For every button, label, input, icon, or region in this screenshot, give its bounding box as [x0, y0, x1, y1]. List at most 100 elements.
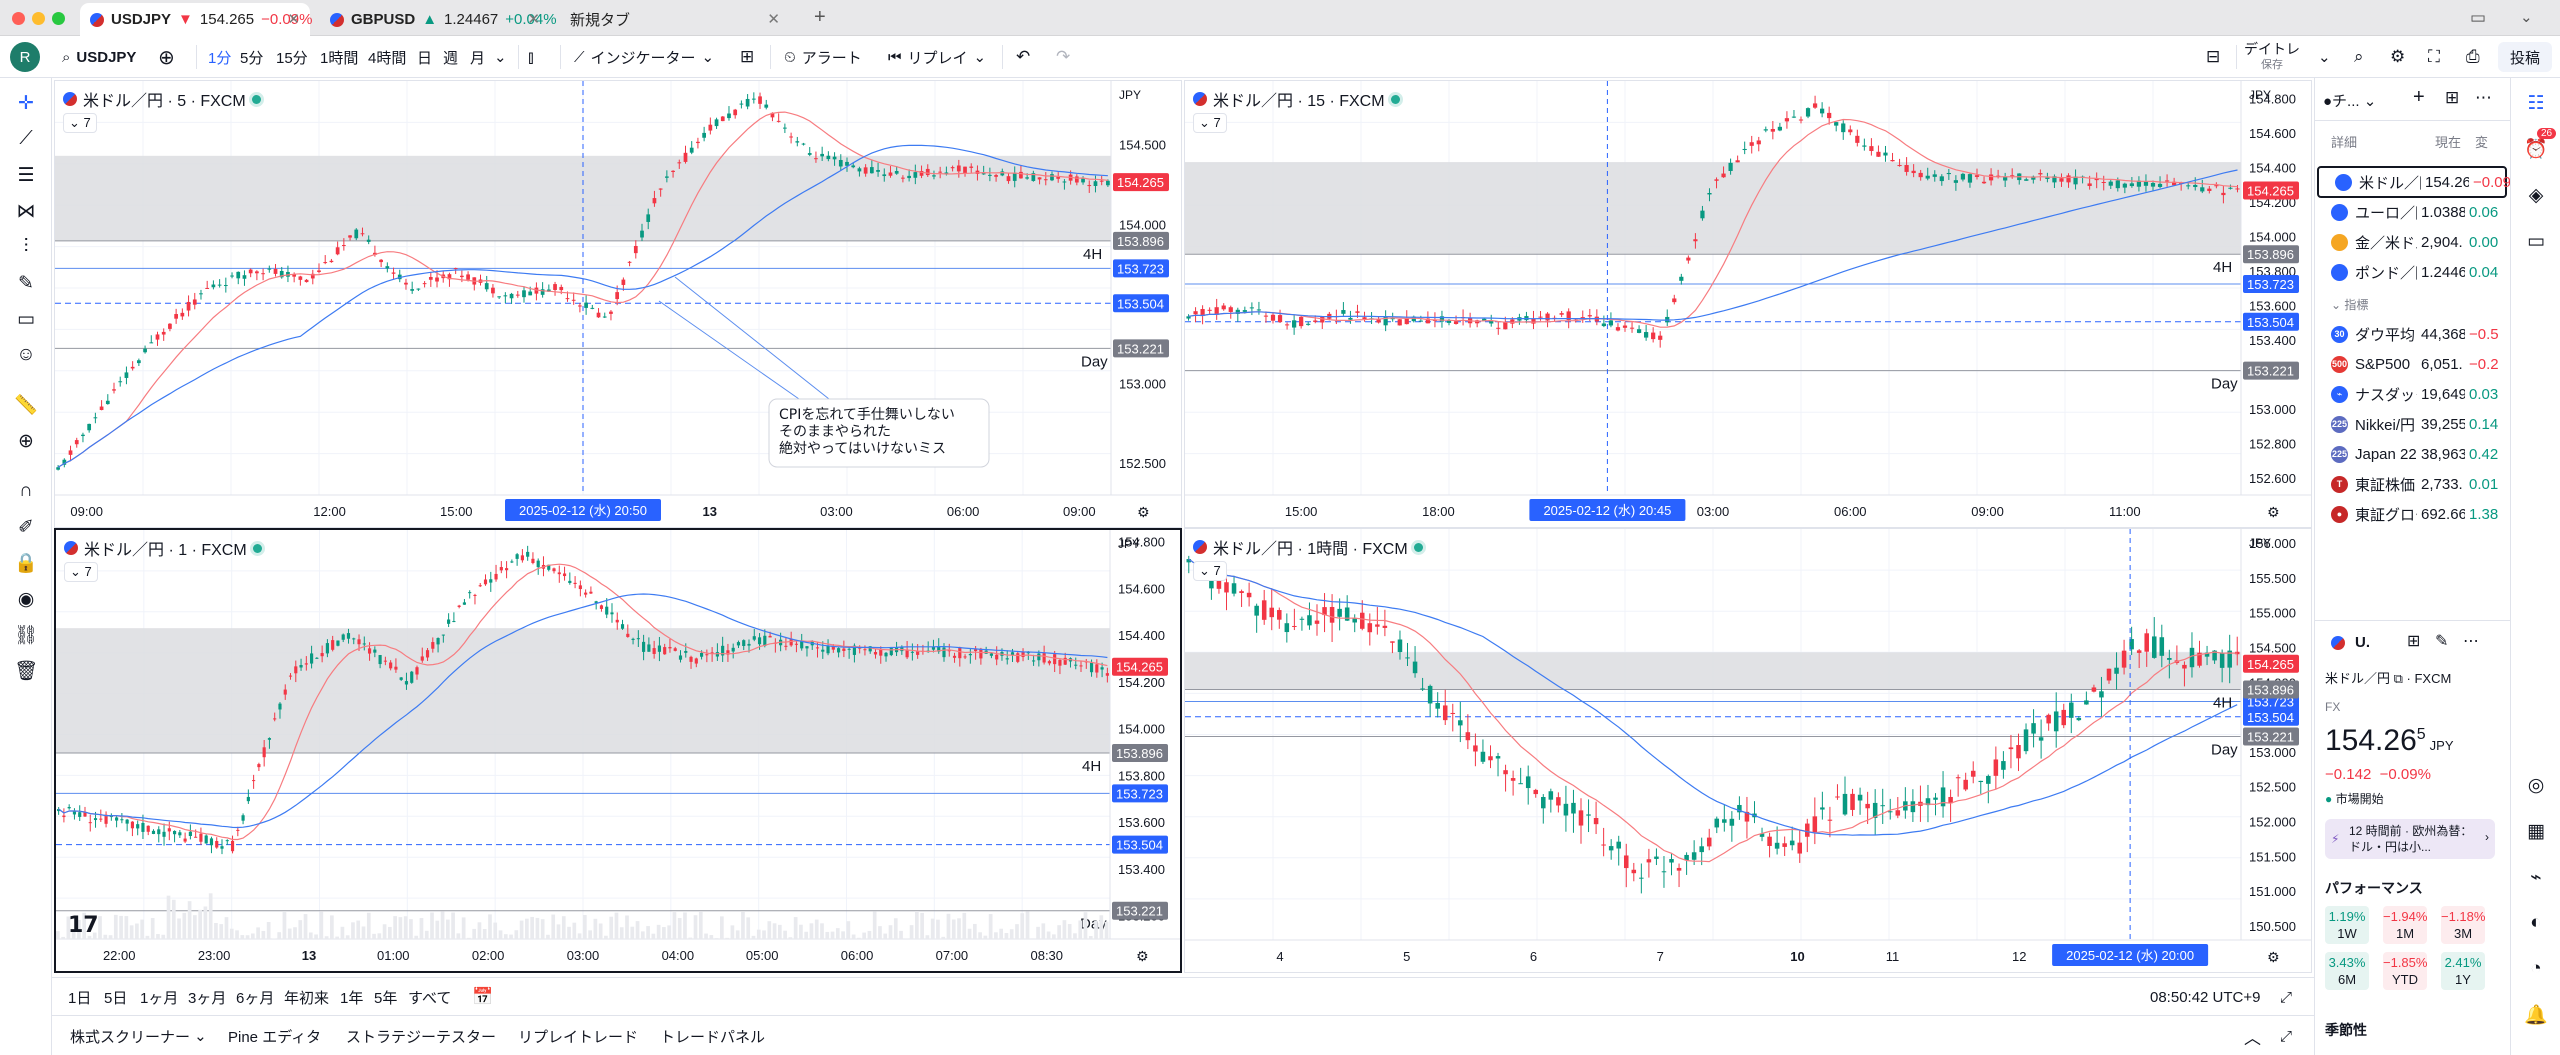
- fib-icon[interactable]: ⫶: [23, 236, 29, 257]
- redo-icon[interactable]: ↷: [1056, 47, 1071, 66]
- interval-day[interactable]: 日: [417, 49, 433, 67]
- watchlist-row[interactable]: 225 Nikkei/円 39,255 0.14: [2315, 408, 2511, 440]
- maximize-window-icon[interactable]: [52, 12, 65, 25]
- interval-15m[interactable]: 15分: [276, 49, 308, 67]
- zoom-in-icon[interactable]: ⊕: [18, 430, 34, 452]
- alert-button[interactable]: ⏲ アラート: [784, 36, 862, 78]
- layout-grid-icon[interactable]: ⊟: [2206, 47, 2221, 66]
- indicator-collapse-button[interactable]: ⌄ 7: [1193, 113, 1227, 133]
- watchlist-icon[interactable]: ☷: [2527, 92, 2545, 114]
- tab-overview-icon[interactable]: ⌄: [2520, 9, 2533, 26]
- range-3m[interactable]: 3ヶ月: [188, 989, 227, 1007]
- calendar-icon[interactable]: ▦: [2527, 820, 2545, 842]
- col-detail[interactable]: 詳細: [2331, 135, 2358, 150]
- chart-pane-15m[interactable]: 米ドル／円 · 15 · FXCM ⌄ 7 154.800 154.600 154.…: [1184, 80, 2312, 528]
- settings-icon[interactable]: ⚙: [2390, 47, 2406, 66]
- range-5y[interactable]: 5年: [374, 989, 398, 1007]
- performance-cell[interactable]: 1.19% 1W: [2325, 906, 2369, 944]
- eye-icon[interactable]: ◉: [17, 588, 35, 610]
- emoji-icon[interactable]: ☺: [16, 344, 36, 365]
- interval-1h[interactable]: 1時間: [320, 49, 359, 67]
- publish-button[interactable]: 投稿: [2498, 42, 2552, 72]
- columns-icon[interactable]: ⊞: [2445, 88, 2460, 107]
- panel-trade[interactable]: トレードパネル: [660, 1028, 766, 1046]
- interval-week[interactable]: 週: [443, 49, 459, 67]
- ideas-icon[interactable]: ◐: [2530, 912, 2542, 933]
- alerts-icon[interactable]: ⏰ 26: [2523, 128, 2557, 162]
- sidebar-toggle-icon[interactable]: ▭: [2470, 8, 2487, 27]
- range-6m[interactable]: 6ヶ月: [236, 989, 275, 1007]
- range-1m[interactable]: 1ヶ月: [140, 989, 179, 1007]
- panel-replay-trade[interactable]: リプレイトレード: [518, 1028, 639, 1046]
- close-tab-icon[interactable]: ✕: [767, 11, 780, 28]
- layers-icon[interactable]: ◈: [2528, 184, 2544, 206]
- indices-section[interactable]: ⌄ 指標: [2331, 298, 2369, 312]
- undo-icon[interactable]: ↶: [1016, 47, 1031, 66]
- performance-cell[interactable]: −1.18% 3M: [2441, 906, 2485, 944]
- panel-strategy-tester[interactable]: ストラテジーテスター: [346, 1028, 497, 1046]
- goto-date-icon[interactable]: 📅: [472, 987, 494, 1006]
- performance-cell[interactable]: 3.43% 6M: [2325, 952, 2369, 990]
- chart-pane-1m[interactable]: 米ドル／円 · 1 · FXCM ⌄ 7 𝟭𝟳 154.800 154.600 15…: [54, 528, 1182, 973]
- watchlist-row[interactable]: 米ドル／円154.265−0.09: [2317, 166, 2511, 198]
- performance-cell[interactable]: 2.41% 1Y: [2441, 952, 2485, 990]
- target-icon[interactable]: ◎: [2527, 774, 2545, 796]
- chart-canvas[interactable]: 154.800154.600154.400154.200154.000153.8…: [1185, 81, 2311, 527]
- interval-4h[interactable]: 4時間: [368, 49, 407, 67]
- col-price[interactable]: 現在: [2435, 135, 2462, 150]
- watchlist-title[interactable]: ●チ... ⌄: [2323, 93, 2377, 110]
- hotlist-icon[interactable]: ⌁: [2530, 866, 2542, 888]
- chart-canvas[interactable]: 154.500154.000153.500153.000152.500JPY15…: [55, 81, 1181, 527]
- text-note-icon[interactable]: ▭: [17, 308, 35, 330]
- watchlist-row[interactable]: ● 東証グロース692.661.38: [2315, 498, 2511, 530]
- more-icon[interactable]: ⋯: [2475, 88, 2492, 107]
- layout-dropdown-icon[interactable]: ⌄: [2318, 49, 2331, 66]
- templates-icon[interactable]: ⊞: [740, 47, 755, 66]
- crosshair-icon[interactable]: ✛: [18, 92, 34, 114]
- close-window-icon[interactable]: [12, 12, 25, 25]
- symbol-search[interactable]: ⌕ USDJPY: [62, 36, 136, 78]
- news-card[interactable]: ⚡ 12 時間前 · 欧州為替：ドル・円は小... ›: [2325, 819, 2495, 859]
- minimize-window-icon[interactable]: [32, 12, 45, 25]
- performance-cell[interactable]: −1.94% 1M: [2383, 906, 2427, 944]
- horizontal-lines-icon[interactable]: ☰: [17, 164, 35, 186]
- watchlist-row[interactable]: ユーロ／円1.038850.06: [2315, 196, 2511, 228]
- performance-cell[interactable]: −1.85% YTD: [2383, 952, 2427, 990]
- chart-canvas[interactable]: 154.800154.600154.400154.200154.000153.8…: [56, 530, 1180, 971]
- watchlist-row[interactable]: 金／米ドル2,904. 0.00: [2315, 226, 2511, 258]
- watchlist-row[interactable]: 30 ダウ平均 44,368 −0.5: [2315, 318, 2511, 350]
- watchlist-row[interactable]: T 東証株価 2,733. 0.01: [2315, 468, 2511, 500]
- notifications-icon[interactable]: 🔔: [2524, 1005, 2548, 1026]
- range-1y[interactable]: 1年: [340, 989, 364, 1007]
- pattern-icon[interactable]: ⋈: [16, 200, 36, 222]
- detail-symbol[interactable]: U.: [2355, 634, 2370, 651]
- link-icon[interactable]: ⛓: [13, 625, 39, 646]
- chart-pane-1h[interactable]: 米ドル／円 · 1時間 · FXCM ⌄ 7 156.000 155.500 155…: [1184, 528, 2312, 973]
- candle-type-icon[interactable]: ⫾: [528, 46, 534, 67]
- range-all[interactable]: すべて: [408, 989, 452, 1007]
- interval-1m[interactable]: 1分: [208, 49, 232, 67]
- range-1d[interactable]: 1日: [68, 989, 92, 1007]
- ruler-icon[interactable]: 📏: [14, 395, 38, 416]
- clock-timezone[interactable]: 08:50:42 UTC+9: [2150, 988, 2261, 1006]
- trash-icon[interactable]: 🗑: [13, 661, 39, 682]
- layout-menu[interactable]: デイトレ 保存: [2244, 41, 2300, 73]
- browser-tab-gbpusd[interactable]: GBPUSD ▲ 1.24467 +0.04% ✕: [320, 3, 557, 36]
- quick-search-icon[interactable]: ⌕: [2354, 47, 2364, 66]
- watchlist-row[interactable]: 500 S&P500 6,051. −0.2: [2315, 348, 2511, 380]
- lock-icon[interactable]: 🔒: [14, 553, 38, 574]
- stay-drawing-icon[interactable]: ✐: [18, 516, 34, 538]
- interval-month[interactable]: 月: [470, 49, 486, 67]
- browser-tab-usdjpy[interactable]: USDJPY ▼ 154.265 −0.09% ✕: [80, 3, 312, 36]
- detail-edit-icon[interactable]: ✎: [2435, 633, 2449, 650]
- user-avatar[interactable]: R: [10, 36, 40, 78]
- close-tab-icon[interactable]: ✕: [287, 11, 300, 28]
- stream-icon[interactable]: ◔: [2530, 958, 2542, 979]
- trend-line-icon[interactable]: ⟋: [19, 128, 33, 149]
- brush-icon[interactable]: ✎: [18, 272, 34, 294]
- chat-icon[interactable]: ▭: [2527, 230, 2545, 252]
- chart-canvas[interactable]: 156.000155.500155.000154.500154.000153.5…: [1185, 529, 2311, 972]
- fullscreen-icon[interactable]: ⛶: [2428, 47, 2440, 66]
- expand-icon[interactable]: ⤢: [2280, 988, 2293, 1006]
- compare-symbol-button[interactable]: ⊕: [158, 46, 175, 69]
